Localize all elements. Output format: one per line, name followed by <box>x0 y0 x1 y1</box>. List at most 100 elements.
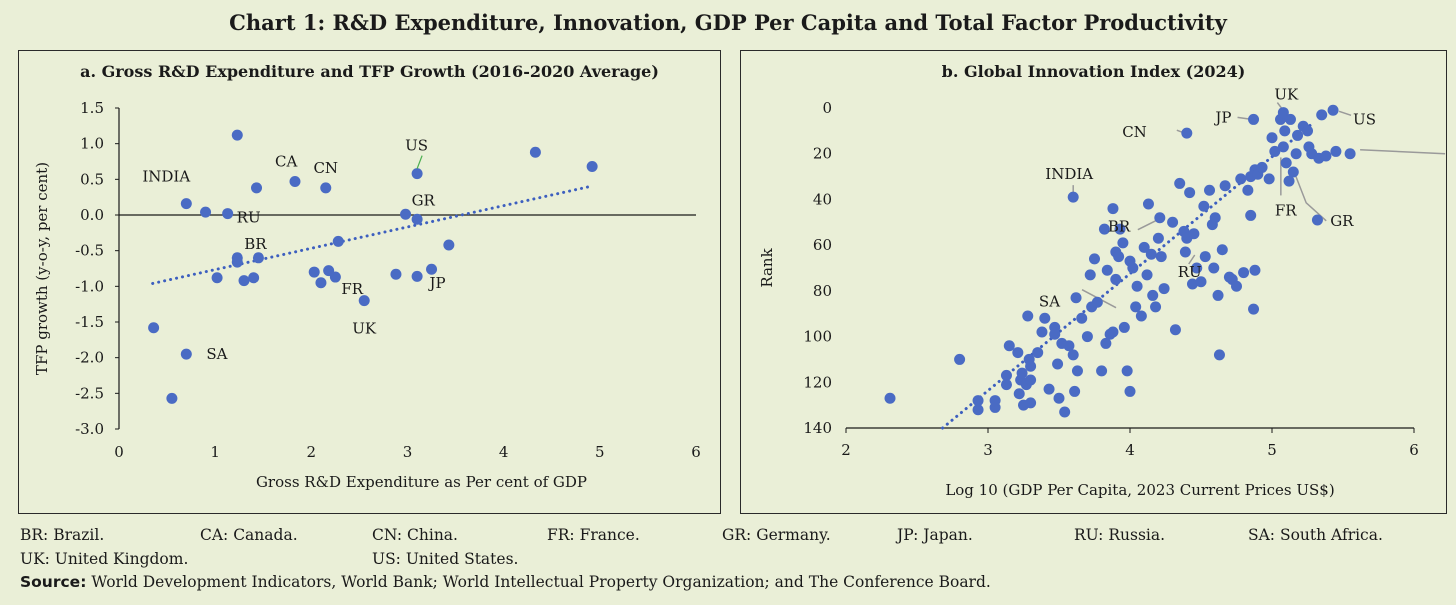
data-point <box>1283 175 1295 187</box>
data-point <box>358 295 370 307</box>
data-point <box>1269 145 1281 157</box>
data-point <box>1199 251 1211 263</box>
data-point <box>1213 349 1225 361</box>
abbr-uk: UK: United Kingdom. <box>20 550 189 568</box>
data-point <box>148 322 160 334</box>
data-point <box>1204 184 1216 196</box>
data-point <box>884 392 896 404</box>
data-point <box>1036 326 1048 338</box>
y-tick-label: 0.5 <box>80 170 104 188</box>
panel-a-title: a. Gross R&D Expenditure and TFP Growth … <box>80 62 659 81</box>
point-label-br: BR <box>1108 218 1131 236</box>
y-tick-label: -2.0 <box>75 349 104 367</box>
data-point <box>1198 200 1210 212</box>
data-point <box>1025 397 1037 409</box>
data-point <box>1292 129 1304 141</box>
data-point <box>1277 107 1289 119</box>
x-tick-label: 6 <box>1409 441 1419 459</box>
data-point <box>954 353 966 365</box>
data-point <box>308 266 320 278</box>
data-point <box>251 182 263 194</box>
abbr-us: US: United States. <box>372 550 519 568</box>
y-tick-label: -2.5 <box>75 384 104 402</box>
point-label-india: INDIA <box>142 168 190 186</box>
data-point <box>252 252 264 264</box>
data-point <box>1344 148 1356 160</box>
data-point <box>989 395 1001 407</box>
point-label-cn: CN <box>1122 123 1147 141</box>
leader-line-us <box>1338 110 1352 116</box>
data-point <box>1209 212 1221 224</box>
x-tick-label: 2 <box>307 443 317 461</box>
data-point <box>1118 321 1130 333</box>
data-point <box>231 256 243 268</box>
data-point <box>1022 310 1034 322</box>
data-point <box>426 263 438 275</box>
point-label-us: US <box>1353 110 1376 128</box>
data-point <box>1302 125 1313 137</box>
data-point <box>1327 104 1339 116</box>
data-point <box>411 213 423 225</box>
abbreviation-row-1: BR: Brazil. CA: Canada. CN: China. FR: F… <box>20 526 1440 548</box>
data-point <box>1130 301 1142 313</box>
data-point <box>180 198 192 210</box>
source-note: Source: World Development Indicators, Wo… <box>20 573 991 591</box>
data-point <box>1043 383 1055 395</box>
data-point <box>1311 214 1323 226</box>
y-tick-label: -1.5 <box>75 313 104 331</box>
point-label-ca: CA <box>275 152 297 170</box>
us-leader-line <box>416 155 423 169</box>
data-point <box>1114 223 1126 235</box>
y-tick-label: 40 <box>813 190 832 208</box>
data-point <box>1124 385 1136 397</box>
data-point <box>1121 365 1133 377</box>
data-point <box>1287 166 1299 178</box>
x-tick-label: 3 <box>983 441 993 459</box>
point-label-fr: FR <box>1275 201 1297 219</box>
data-point <box>1279 125 1291 137</box>
data-point <box>1025 374 1037 386</box>
data-point <box>972 395 984 407</box>
data-point <box>529 146 541 158</box>
x-axis-title: Gross R&D Expenditure as Per cent of GDP <box>256 473 587 491</box>
data-point <box>1238 267 1250 279</box>
data-point <box>1076 312 1088 324</box>
data-point <box>1101 264 1113 276</box>
data-point <box>1091 296 1103 308</box>
scatter-rd-tfp: 1.5 1.0 0.5 0.0 -0.5 -1.0 -1.5 -2.0 -2.5 -3.0 0 1 2 3… <box>33 99 701 491</box>
data-point <box>1266 132 1278 144</box>
data-point <box>1053 392 1065 404</box>
data-point <box>1208 262 1220 274</box>
point-label-india: INDIA <box>1045 165 1093 183</box>
data-point <box>1096 365 1108 377</box>
data-point <box>1249 264 1261 276</box>
data-point <box>320 182 332 194</box>
x-tick-label: 2 <box>841 441 851 459</box>
leader-line-ca <box>1360 148 1446 155</box>
leader-line-ru <box>1188 254 1196 265</box>
abbr-gr: GR: Germany. <box>722 526 831 544</box>
data-point <box>1131 280 1143 292</box>
data-point <box>411 270 423 282</box>
y-axis-title: Rank <box>758 247 776 287</box>
data-point <box>1145 248 1157 260</box>
data-point <box>1179 246 1191 258</box>
data-point <box>1245 209 1257 221</box>
x-tick-label: 6 <box>691 443 701 461</box>
point-label-uk: UK <box>1274 86 1299 104</box>
x-tick-label: 5 <box>1267 441 1277 459</box>
data-point <box>248 272 260 284</box>
y-tick-label: 1.0 <box>80 135 104 153</box>
leader-line-br <box>1137 219 1159 231</box>
source-text: World Development Indicators, World Bank… <box>91 573 991 591</box>
point-label-sa: SA <box>1039 293 1060 311</box>
abbr-ru: RU: Russia. <box>1074 526 1166 544</box>
point-label-uk: UK <box>352 320 377 338</box>
y-tick-label: 20 <box>813 145 832 163</box>
point-label-cn: CN <box>313 159 338 177</box>
data-point <box>1081 331 1093 343</box>
data-point <box>1191 262 1203 274</box>
data-point <box>390 268 402 280</box>
data-point <box>1219 180 1231 192</box>
data-point <box>1167 216 1179 228</box>
